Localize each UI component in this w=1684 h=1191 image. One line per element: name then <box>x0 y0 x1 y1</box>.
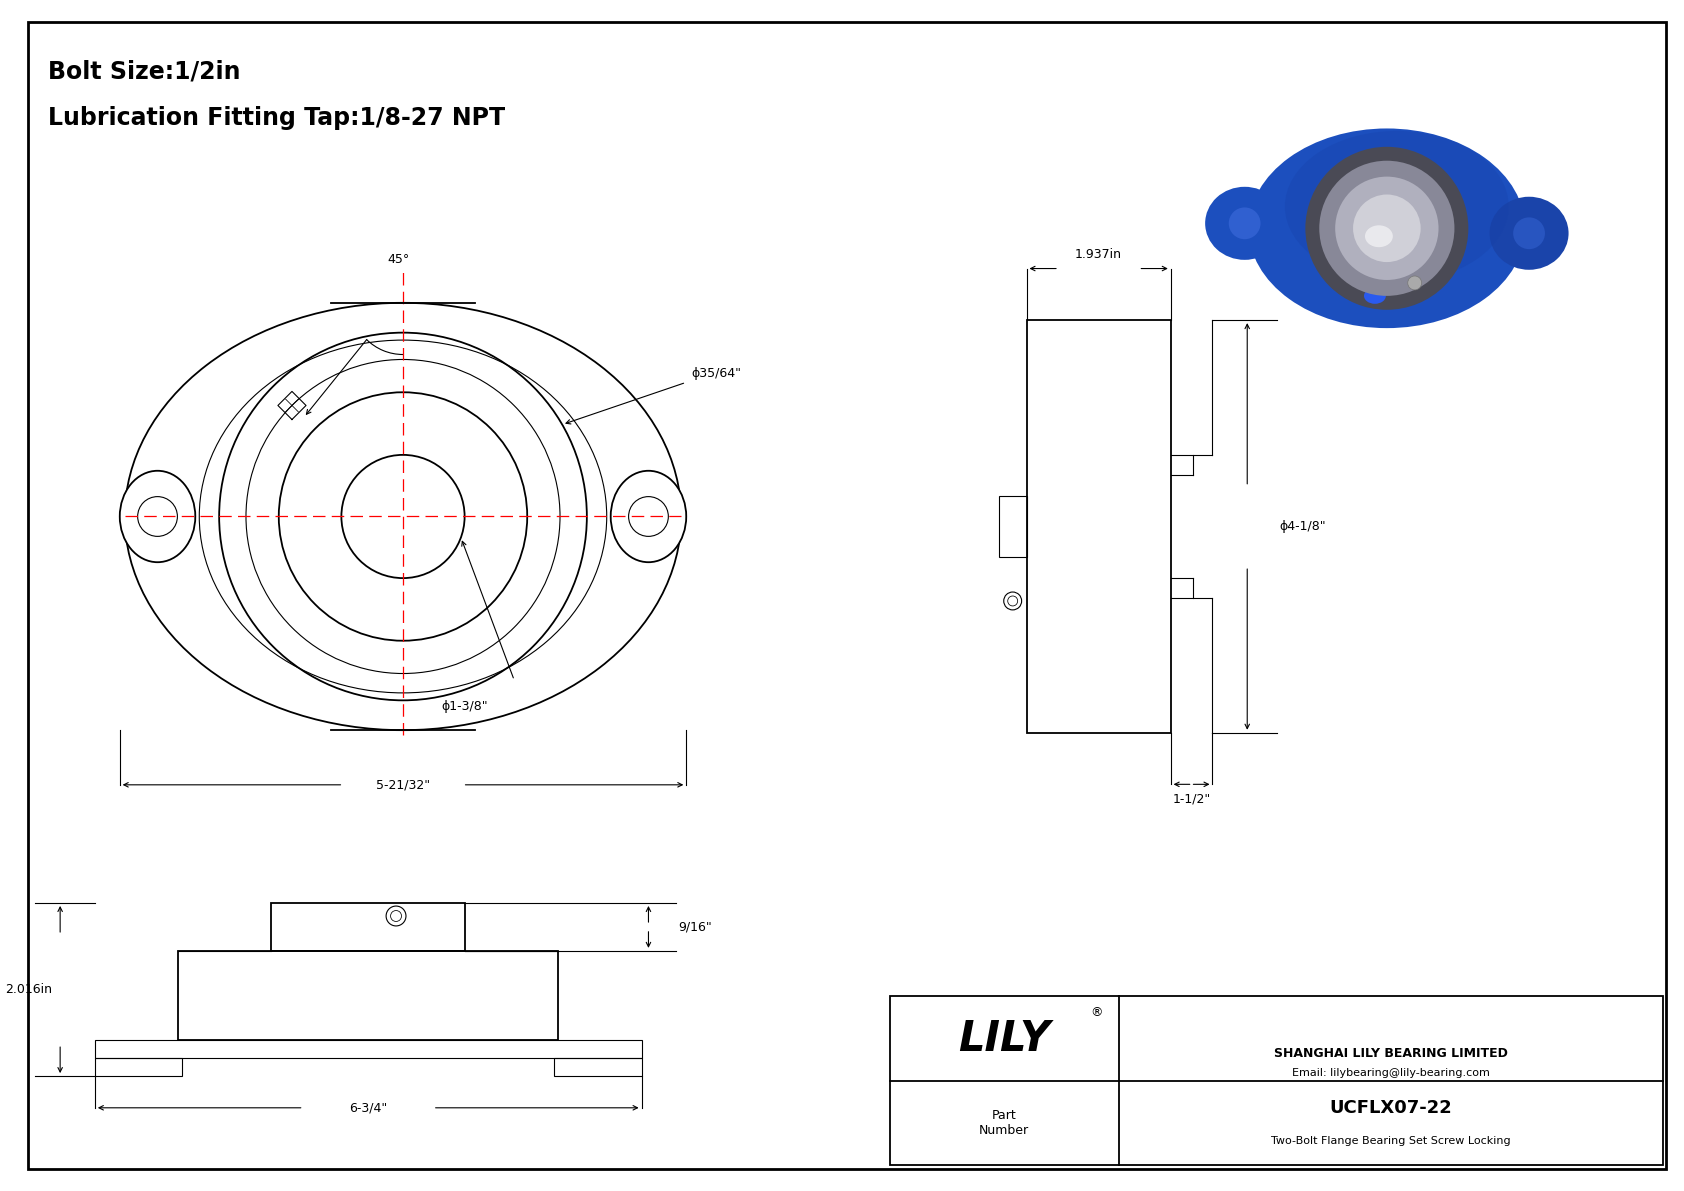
Ellipse shape <box>1364 288 1386 304</box>
Ellipse shape <box>1366 225 1393 248</box>
Circle shape <box>1335 176 1438 280</box>
Ellipse shape <box>120 470 195 562</box>
Text: 6-3/4": 6-3/4" <box>349 1102 387 1115</box>
Text: 45°: 45° <box>387 252 409 266</box>
Circle shape <box>1319 161 1455 295</box>
Text: ϕ4-1/8": ϕ4-1/8" <box>1280 520 1325 532</box>
Ellipse shape <box>1248 129 1526 328</box>
Circle shape <box>1408 276 1421 289</box>
Ellipse shape <box>1490 197 1568 270</box>
Circle shape <box>628 497 669 536</box>
Text: 2.016in: 2.016in <box>5 983 52 996</box>
Ellipse shape <box>611 470 687 562</box>
Text: Part
Number: Part Number <box>978 1109 1029 1137</box>
Circle shape <box>391 911 401 922</box>
Text: 1.937in: 1.937in <box>1074 248 1122 261</box>
Bar <box>94 1058 182 1075</box>
Ellipse shape <box>1206 187 1285 260</box>
Bar <box>554 1058 642 1075</box>
Bar <box>94 1040 642 1058</box>
Circle shape <box>1229 207 1261 239</box>
Text: ϕ1-3/8": ϕ1-3/8" <box>441 700 488 713</box>
Text: Bolt Size:1/2in: Bolt Size:1/2in <box>49 60 241 83</box>
Circle shape <box>1352 194 1421 262</box>
Text: ®: ® <box>1091 1006 1103 1019</box>
Text: 5-21/32": 5-21/32" <box>376 778 429 791</box>
Text: UCFLX07-22: UCFLX07-22 <box>1329 1099 1452 1117</box>
Text: 1-1/2": 1-1/2" <box>1172 792 1211 805</box>
Circle shape <box>138 497 177 536</box>
Bar <box>1027 320 1170 732</box>
Text: Lubrication Fitting Tap:1/8-27 NPT: Lubrication Fitting Tap:1/8-27 NPT <box>49 106 505 130</box>
Circle shape <box>1305 146 1468 310</box>
Text: Two-Bolt Flange Bearing Set Screw Locking: Two-Bolt Flange Bearing Set Screw Lockin… <box>1271 1136 1511 1146</box>
Bar <box>889 997 1664 1166</box>
Text: SHANGHAI LILY BEARING LIMITED: SHANGHAI LILY BEARING LIMITED <box>1273 1047 1507 1060</box>
Circle shape <box>1514 218 1544 249</box>
Text: ϕ35/64": ϕ35/64" <box>690 367 741 380</box>
Ellipse shape <box>1285 131 1509 282</box>
Text: 9/16": 9/16" <box>679 921 712 934</box>
Circle shape <box>386 906 406 925</box>
Bar <box>271 903 465 950</box>
Text: Email: lilybearing@lily-bearing.com: Email: lilybearing@lily-bearing.com <box>1292 1068 1490 1078</box>
Bar <box>179 950 557 1040</box>
Bar <box>999 495 1027 557</box>
Text: LILY: LILY <box>958 1018 1051 1060</box>
